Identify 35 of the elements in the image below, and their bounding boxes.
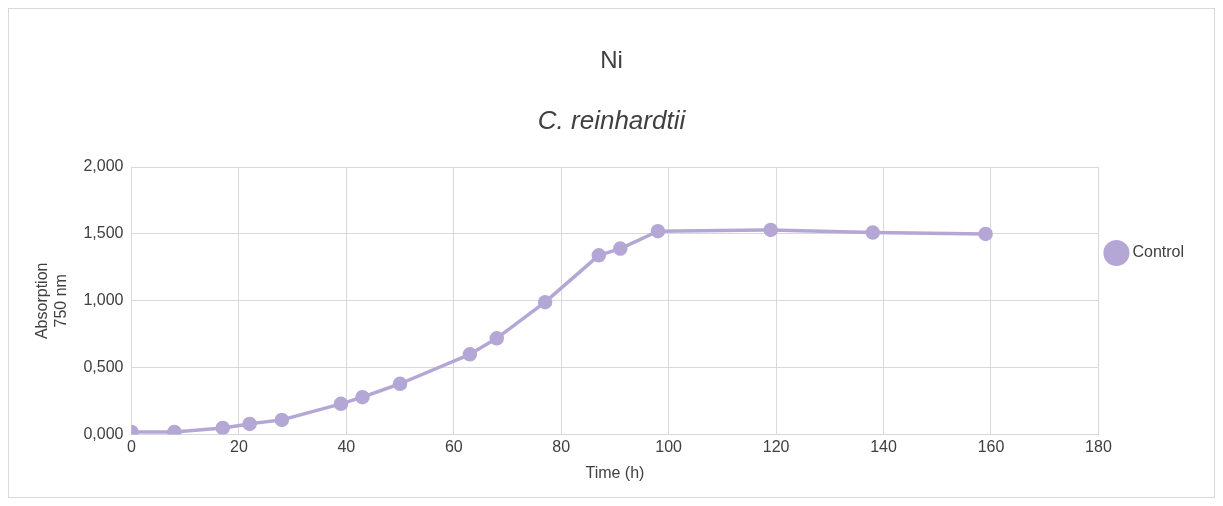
chart-subtitle: C. reinhardtii [537, 104, 687, 135]
point [462, 347, 478, 362]
point [978, 226, 993, 242]
x-tick-label: 120 [762, 437, 790, 455]
y-tick-label: 1,000 [83, 291, 124, 309]
x-tick-label: 0 [126, 437, 136, 455]
point [591, 248, 607, 263]
y-tick-label: 0,500 [83, 358, 124, 376]
point [865, 225, 881, 240]
x-tick-label: 80 [552, 437, 571, 455]
point [392, 376, 408, 392]
x-tick-label: 160 [977, 437, 1005, 455]
point [613, 241, 628, 256]
point [763, 222, 778, 238]
y-axis-title: Absorption 750 nm [33, 262, 70, 340]
chart-title: Ni [600, 46, 623, 74]
x-tick-label: 100 [655, 437, 683, 455]
point [355, 389, 370, 405]
y-tick-label: 1,500 [83, 224, 124, 242]
x-tick-label: 140 [870, 437, 897, 455]
x-tick-label: 180 [1085, 437, 1112, 455]
x-tick-label: 60 [444, 437, 463, 455]
y-tick-label: 2,000 [83, 157, 124, 175]
point [242, 416, 257, 432]
point [537, 294, 553, 310]
x-tick-label: 40 [337, 437, 356, 455]
point [489, 331, 504, 346]
x-tick-label: 20 [229, 437, 248, 455]
point [274, 412, 290, 428]
legend-label: Control [1132, 243, 1184, 261]
point [333, 396, 349, 412]
x-axis-title: Time (h) [585, 463, 645, 481]
point [215, 420, 231, 435]
y-tick-label: 0,000 [83, 425, 124, 443]
point [650, 223, 666, 239]
